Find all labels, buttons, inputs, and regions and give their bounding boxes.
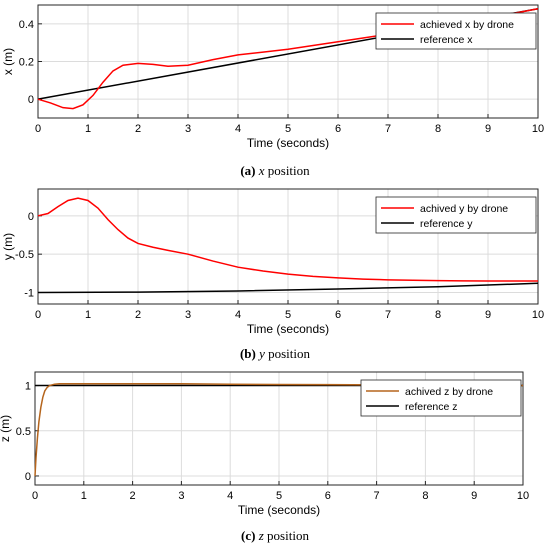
panel-3-legend-label-2: reference z [405,401,458,413]
panel-2-ytick-label: -0.5 [15,249,34,261]
panel-3-xtick-label: 0 [32,490,38,502]
panel-2-xtick-label: 7 [385,309,391,321]
panel-3-xlabel: Time (seconds) [238,503,320,517]
panel-3-series-1-line [34,383,524,477]
panel-2-series-1-line [37,197,538,282]
panel-1-xtick-label: 0 [35,123,41,135]
panel-1-xtick-label: 9 [485,123,491,135]
caption-a: (a) x position [0,163,550,179]
panel-2-xlabel: Time (seconds) [247,322,329,336]
panel-2-ytick-label: -1 [24,288,34,300]
panel-3-ytick-label: 0.5 [16,426,31,438]
panel-3-xtick-label: 2 [130,490,136,502]
panel-3-xtick-label: 9 [471,490,477,502]
panel-2-xtick-label: 6 [335,309,341,321]
caption-b: (b) y position [0,346,550,362]
panel-2-ytick-label: 0 [28,211,34,223]
panel-2-legend-box [375,196,537,234]
panel-2-xtick-label: 2 [135,309,141,321]
panel-1-xtick-label: 2 [135,123,141,135]
panel-1-xtick-label: 4 [235,123,241,135]
panel-1-xtick-label: 7 [385,123,391,135]
caption-a-label: (a) [240,163,256,178]
panel-2-ylabel: y (m) [1,233,15,260]
caption-c: (c) z position [0,528,550,544]
panel-3-xtick-label: 8 [422,490,428,502]
panel-1-legend-label-2: reference x [420,34,473,46]
panel-2-xtick-label: 1 [85,309,91,321]
panel-2-xtick-label: 3 [185,309,191,321]
panel-1-xlabel: Time (seconds) [247,136,329,150]
panel-2-xtick-label: 5 [285,309,291,321]
panel-1-xtick-label: 10 [532,123,544,135]
caption-c-text: position [267,528,309,543]
panel-2-legend-label-2: reference y [420,218,473,230]
panel-3-xtick-label: 7 [374,490,380,502]
panel-1-ytick-label: 0 [28,94,34,106]
panel-2-xtick-label: 10 [532,309,544,321]
panel-3-xtick-label: 5 [276,490,282,502]
panel-3-ytick-label: 0 [25,471,31,483]
caption-b-var: y [259,346,265,361]
panel-3-legend-label-1: achived z by drone [405,386,493,398]
panel-1-xtick-label: 1 [85,123,91,135]
panel-3-xtick-label: 4 [227,490,233,502]
panel-3-axes-box [34,371,524,486]
panel-1-xtick-label: 3 [185,123,191,135]
caption-a-text: position [267,163,310,178]
caption-b-label: (b) [239,346,256,361]
panel-2-axes-box [37,188,539,305]
caption-c-label: (c) [241,528,256,543]
panel-2-series-2-line [37,282,539,294]
panel-1-xtick-label: 5 [285,123,291,135]
panel-2-xtick-label: 0 [35,309,41,321]
panel-3-xtick-label: 3 [178,490,184,502]
panel-1-axes-box [37,4,539,119]
caption-a-var: x [258,163,265,178]
panel-1-ytick-label: 0.2 [19,57,34,69]
panel-1-xtick-label: 8 [435,123,441,135]
panel-3-ytick-label: 1 [25,381,31,393]
panel-1-xtick-label: 6 [335,123,341,135]
panel-2-xtick-label: 9 [485,309,491,321]
panel-3-xtick-label: 6 [325,490,331,502]
panel-2-legend-label-1: achived y by drone [420,203,508,215]
panel-3-xtick-label: 10 [517,490,529,502]
panel-2-xtick-label: 4 [235,309,241,321]
panel-3-legend-box [360,379,522,417]
panel-3-ylabel: z (m) [0,415,12,442]
panel-3-xtick-label: 1 [81,490,87,502]
caption-c-var: z [258,528,264,543]
panel-1-legend-label-1: achieved x by drone [420,19,514,31]
caption-b-text: position [268,346,311,361]
panel-1-ylabel: x (m) [1,48,15,75]
panel-1-ytick-label: 0.4 [19,19,34,31]
panel-1-legend-box [375,12,537,50]
panel-2-xtick-label: 8 [435,309,441,321]
